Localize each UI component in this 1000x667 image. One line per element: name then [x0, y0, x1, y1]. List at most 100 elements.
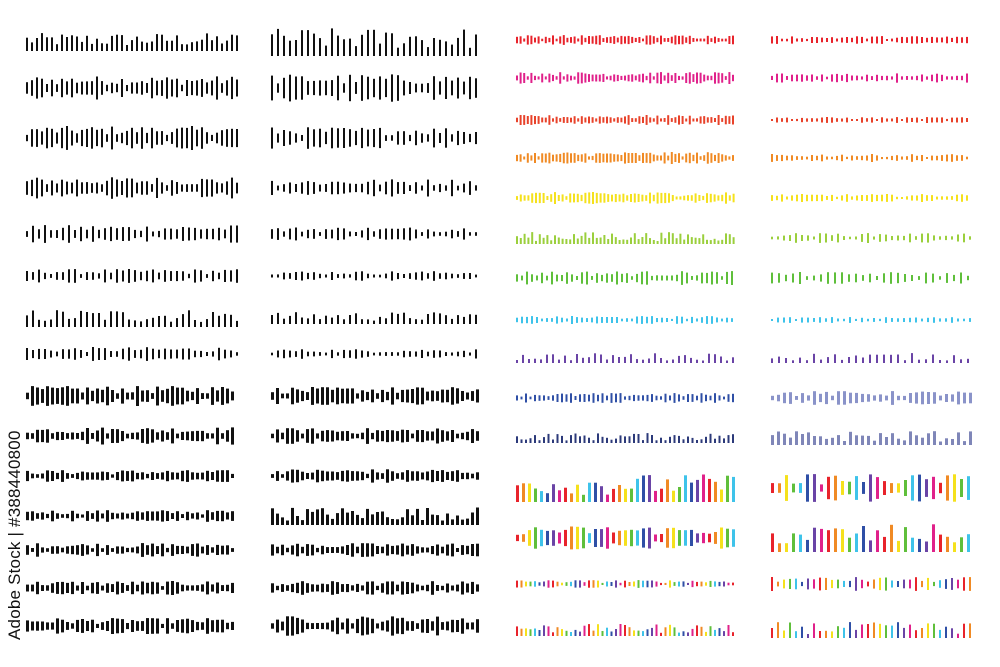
waveform-bar: [475, 314, 477, 324]
waveform-bar: [446, 621, 449, 631]
waveform-bar: [915, 577, 917, 591]
waveform-bar: [349, 315, 351, 324]
waveform-bar: [421, 547, 424, 553]
waveform-bar: [562, 35, 565, 45]
waveform-bar: [543, 581, 545, 587]
waveform-bar: [456, 433, 459, 439]
waveform-bar: [31, 129, 33, 147]
waveform-bar: [660, 155, 662, 161]
waveform-bar: [526, 35, 529, 45]
waveform-bar: [230, 314, 232, 327]
waveform-bar: [620, 35, 623, 45]
waveform-bar: [313, 351, 315, 357]
waveform-bar: [126, 471, 129, 481]
waveform-bar: [673, 435, 676, 443]
waveform-bar: [678, 435, 680, 443]
waveform-bar: [271, 75, 273, 101]
waveform-bar: [630, 488, 633, 502]
waveform-bar: [371, 389, 374, 403]
waveform-bar: [131, 470, 134, 482]
waveform-bar: [445, 76, 447, 99]
waveform-bar: [346, 388, 349, 404]
waveform-bar: [953, 274, 955, 282]
waveform-bar: [200, 270, 202, 282]
waveform-bar: [286, 393, 289, 399]
waveform-bar: [321, 430, 324, 442]
waveform-bar: [945, 394, 948, 402]
waveform-bar: [161, 34, 163, 51]
waveform-bar: [451, 352, 453, 356]
waveform-bar: [841, 118, 843, 122]
waveform-bar: [361, 127, 363, 149]
waveform-bar: [283, 184, 285, 192]
waveform-bar: [469, 181, 471, 195]
waveform-bar: [683, 239, 686, 244]
waveform-bar: [463, 273, 465, 279]
waveform-bar: [696, 533, 699, 543]
waveform-bar: [516, 436, 518, 443]
waveform-bar: [141, 429, 144, 443]
waveform-bar: [619, 393, 622, 403]
waveform-bar: [565, 394, 568, 402]
waveform-bar: [656, 275, 658, 281]
waveform-bar: [446, 513, 449, 525]
waveform-row: [771, 391, 972, 405]
waveform-bar: [206, 179, 208, 197]
waveform-bar: [897, 483, 900, 493]
waveform-bar: [837, 391, 840, 405]
waveform-bar: [516, 154, 518, 162]
waveform-bar: [76, 585, 79, 591]
waveform-bar: [140, 271, 142, 281]
waveform-bar: [336, 431, 339, 441]
waveform-bar: [813, 236, 815, 240]
waveform-bar: [879, 318, 881, 322]
waveform-bar: [666, 318, 668, 322]
waveform-bar: [286, 547, 289, 553]
waveform-bar: [953, 355, 955, 363]
waveform-bar: [181, 514, 184, 518]
waveform-bar: [897, 622, 899, 638]
waveform-bar: [56, 44, 58, 51]
waveform-bar: [963, 441, 966, 445]
waveform-bar: [236, 352, 238, 356]
waveform-bar: [391, 471, 394, 481]
waveform-bar: [136, 472, 139, 480]
waveform-bar: [904, 274, 906, 282]
waveform-bar: [651, 316, 653, 324]
waveform-bar: [771, 119, 773, 121]
waveform-bar: [186, 80, 188, 96]
waveform-bar: [540, 359, 542, 363]
waveform-bar: [151, 618, 154, 634]
waveform-bar: [152, 269, 154, 283]
waveform-bar: [457, 77, 459, 99]
waveform-bar: [544, 76, 547, 80]
waveform-bar: [306, 509, 309, 525]
waveform-bar: [289, 74, 291, 102]
waveform-bar: [831, 194, 833, 201]
waveform-bar: [932, 476, 935, 500]
waveform-bar: [277, 350, 279, 358]
waveform-bar: [783, 433, 786, 445]
waveform-bar: [651, 435, 653, 443]
waveform-bar: [584, 37, 587, 43]
waveform-row: [271, 349, 477, 359]
waveform-bar: [164, 270, 166, 282]
waveform-bar: [36, 543, 39, 557]
waveform-bar: [331, 471, 334, 481]
waveform-bar: [642, 38, 644, 42]
waveform-bar: [166, 432, 169, 440]
waveform-bar: [646, 433, 649, 443]
waveform-bar: [271, 315, 273, 324]
waveform-bar: [131, 432, 134, 440]
waveform-bar: [546, 275, 548, 281]
waveform-bar: [98, 348, 100, 360]
waveform-bar: [445, 185, 447, 191]
waveform-bar: [421, 349, 423, 358]
waveform-bar: [451, 229, 453, 239]
waveform-bar: [421, 185, 423, 191]
waveform-bar: [373, 129, 375, 148]
waveform-bar: [196, 621, 199, 631]
waveform-bar: [710, 75, 713, 81]
waveform-bar: [439, 350, 441, 358]
waveform-bar: [664, 627, 667, 636]
